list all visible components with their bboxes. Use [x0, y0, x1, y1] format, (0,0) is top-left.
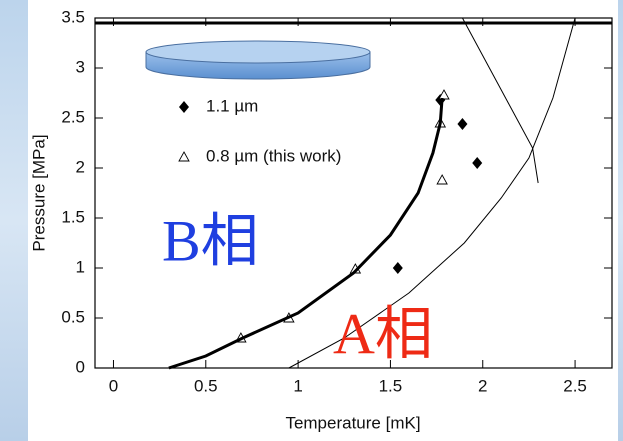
- x-tick-label: 2: [478, 376, 487, 395]
- x-tick-label: 2.5: [563, 376, 587, 395]
- annotation: B相: [162, 208, 259, 273]
- disk-icon: [146, 41, 370, 79]
- x-tick-label: 1: [293, 376, 302, 395]
- annotation: A相: [333, 301, 433, 366]
- y-tick-label: 3.5: [61, 7, 85, 26]
- x-axis-label: Temperature [mK]: [285, 413, 420, 432]
- y-axis-label: Pressure [MPa]: [29, 134, 48, 251]
- x-tick-label: 1.5: [379, 376, 403, 395]
- legend-label: 1.1 µm: [206, 96, 258, 115]
- y-tick-label: 3: [76, 57, 85, 76]
- x-tick-label: 0.5: [194, 376, 218, 395]
- y-tick-label: 2.5: [61, 107, 85, 126]
- y-tick-label: 1.5: [61, 207, 85, 226]
- legend-label: 0.8 µm (this work): [206, 146, 341, 165]
- y-tick-label: 0: [76, 357, 85, 376]
- x-tick-label: 0: [109, 376, 118, 395]
- y-tick-label: 0.5: [61, 307, 85, 326]
- chart: Temperature [mK] Pressure [MPa] 0 0.5 1 1.5…: [0, 0, 623, 441]
- y-tick-label: 1: [76, 257, 85, 276]
- y-tick-label: 2: [76, 157, 85, 176]
